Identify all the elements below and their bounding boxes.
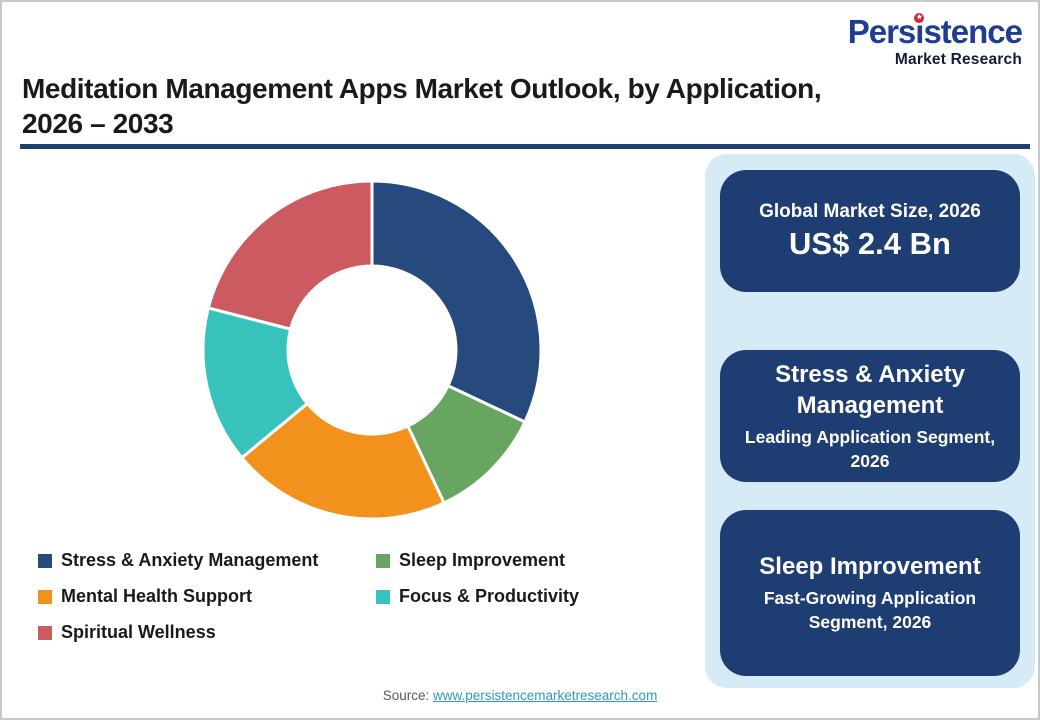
- market-size-card: Global Market Size, 2026 US$ 2.4 Bn: [720, 170, 1020, 292]
- page-title-line-2: 2026 – 2033: [22, 108, 174, 139]
- leading-segment-subtitle: Leading Application Segment, 2026: [744, 427, 996, 471]
- highlights-panel: Global Market Size, 2026 US$ 2.4 Bn Stre…: [705, 154, 1035, 688]
- leading-segment-card: Stress & Anxiety Management Leading Appl…: [720, 350, 1020, 482]
- source-line: Source: www.persistencemarketresearch.co…: [2, 688, 1038, 703]
- legend-label: Spiritual Wellness: [61, 622, 216, 642]
- page-title: Meditation Management Apps Market Outloo…: [22, 71, 822, 141]
- donut-segment-spiritual-wellness: [206, 179, 374, 331]
- legend-label: Stress & Anxiety Management: [61, 550, 319, 570]
- legend-swatch-icon: [376, 553, 390, 568]
- logo-tagline: Market Research: [894, 50, 1022, 68]
- legend-item-sleep-improvement: Sleep Improvement: [376, 550, 579, 571]
- fast-growing-segment-card: Sleep Improvement Fast-Growing Applicati…: [720, 510, 1020, 676]
- donut-chart: [201, 179, 543, 521]
- logo: Persi ★ stence Market Research: [847, 13, 1023, 69]
- legend-swatch-icon: [38, 553, 52, 568]
- donut-segment-stress-anxiety-management: [370, 179, 543, 424]
- legend-item-mental-health-support: Mental Health Support: [38, 586, 376, 607]
- legend-item-stress-anxiety-management: Stress & Anxiety Management: [38, 550, 376, 571]
- legend-item-focus-productivity: Focus & Productivity: [376, 586, 579, 607]
- logo-name: Persi ★ stence: [847, 13, 1023, 50]
- chart-legend: Stress & Anxiety Management Sleep Improve…: [38, 550, 579, 643]
- legend-swatch-icon: [38, 625, 52, 640]
- fast-growing-segment-subtitle: Fast-Growing Application Segment, 2026: [763, 588, 977, 633]
- title-underline: [20, 144, 1030, 149]
- legend-swatch-icon: [376, 589, 390, 604]
- logo-star-icon: ★: [914, 13, 925, 23]
- donut-segment-mental-health-support: [240, 402, 446, 521]
- leading-segment-title: Stress & Anxiety Management: [775, 360, 965, 419]
- market-size-title: Global Market Size, 2026: [759, 200, 981, 222]
- legend-label: Sleep Improvement: [399, 550, 566, 570]
- legend-label: Mental Health Support: [61, 586, 253, 606]
- source-link[interactable]: www.persistencemarketresearch.com: [432, 688, 658, 703]
- page-title-line-1: Meditation Management Apps Market Outloo…: [22, 73, 822, 104]
- fast-growing-segment-title: Sleep Improvement: [759, 553, 981, 581]
- legend-label: Focus & Productivity: [399, 586, 580, 606]
- market-size-value: US$ 2.4 Bn: [789, 226, 951, 262]
- legend-item-spiritual-wellness: Spiritual Wellness: [38, 622, 376, 643]
- legend-swatch-icon: [38, 589, 52, 604]
- source-label: Source:: [382, 688, 430, 703]
